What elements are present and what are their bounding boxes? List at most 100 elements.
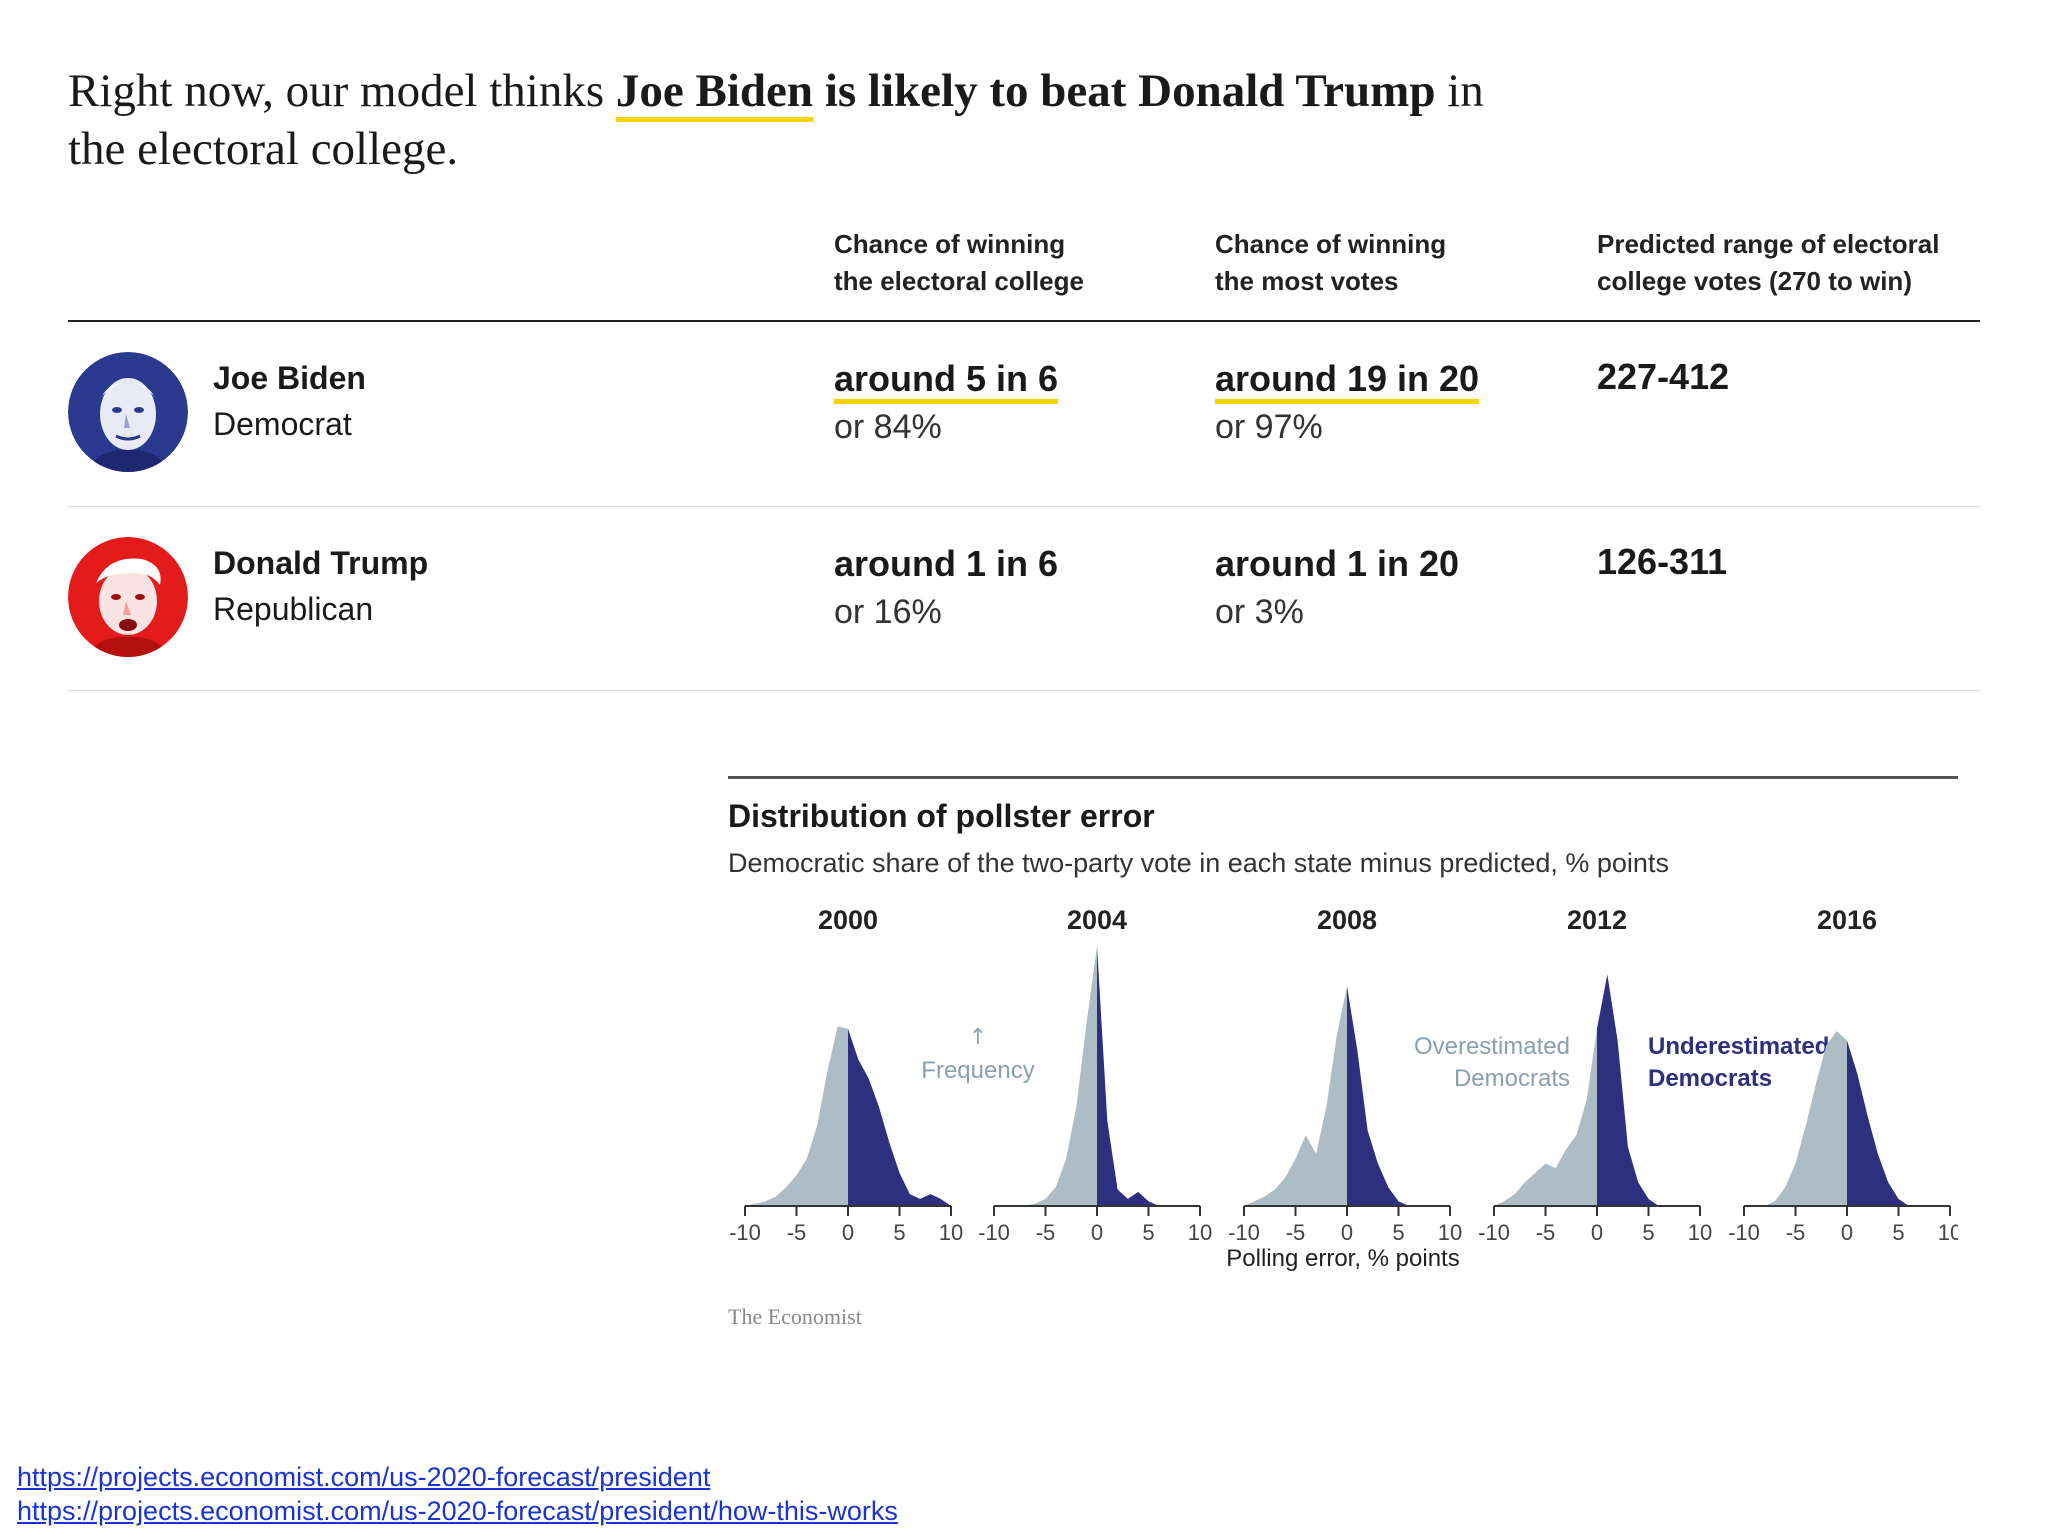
candidate-party: Democrat xyxy=(213,406,352,442)
year-panel: 2000 -10 -5 0 5 10 xyxy=(729,906,963,1245)
x-tick-label: -5 xyxy=(1036,1220,1056,1245)
legend-overestimated-line1: Overestimated xyxy=(1414,1033,1570,1060)
column-header-electoral-college: Chance of winning the electoral college xyxy=(834,226,1084,300)
candidate-name: Joe Biden xyxy=(213,360,366,396)
table-row-biden: Joe Biden Democrat around 5 in 6 or 84% … xyxy=(68,322,1980,502)
table-row-trump: Donald Trump Republican around 1 in 6 or… xyxy=(68,507,1980,687)
column-header-line: the most votes xyxy=(1215,266,1399,296)
x-axis-label: Polling error, % points xyxy=(1226,1245,1459,1272)
overestimated-area xyxy=(745,1026,848,1206)
column-header-line: college votes (270 to win) xyxy=(1597,266,1912,296)
electoral-college-odds: around 1 in 6 xyxy=(834,543,1058,585)
year-label: 2000 xyxy=(818,906,878,935)
candidate-name: Donald Trump xyxy=(213,545,429,581)
popular-vote-odds-text: around 1 in 20 xyxy=(1215,543,1460,584)
popular-vote-odds: around 19 in 20 xyxy=(1215,358,1480,404)
popular-vote-odds-text: around 19 in 20 xyxy=(1215,358,1480,404)
x-tick-label: 10 xyxy=(939,1220,963,1245)
legend-underestimated-line1: Underestimated xyxy=(1648,1033,1829,1060)
electoral-college-odds-text: around 5 in 6 xyxy=(834,358,1059,404)
column-header-electoral-range: Predicted range of electoral college vot… xyxy=(1597,226,1939,300)
chart-top-rule xyxy=(728,776,1958,779)
x-tick-label: 5 xyxy=(1392,1220,1404,1245)
year-panel: 2004 -10 -5 0 5 10 xyxy=(978,906,1212,1245)
column-header-line: Predicted range of electoral xyxy=(1597,229,1940,259)
electoral-college-percent: or 84% xyxy=(834,408,942,446)
source-credit: The Economist xyxy=(728,1304,862,1329)
popular-vote-odds: around 1 in 20 xyxy=(1215,543,1459,585)
headline-text-1: Right now, our model thinks xyxy=(68,65,616,117)
year-label: 2016 xyxy=(1817,906,1877,935)
electoral-vote-range: 126-311 xyxy=(1597,541,1728,582)
x-tick-label: 5 xyxy=(1142,1220,1154,1245)
x-tick-label: 5 xyxy=(1892,1220,1904,1245)
column-header-popular-vote: Chance of winning the most votes xyxy=(1215,226,1446,300)
row-divider xyxy=(68,506,1980,507)
year-label: 2008 xyxy=(1317,906,1377,935)
overestimated-area xyxy=(1494,1028,1597,1206)
chart-subtitle: Democratic share of the two-party vote i… xyxy=(728,848,1669,878)
headline: Right now, our model thinks Joe Biden is… xyxy=(68,62,1508,178)
headline-text-2: is likely to beat Donald Trump xyxy=(813,65,1436,117)
frequency-arrow-icon: ↑ xyxy=(969,1025,987,1050)
underestimated-area xyxy=(848,1028,951,1206)
x-tick-label: 10 xyxy=(1438,1220,1462,1245)
popular-vote-percent: or 97% xyxy=(1215,408,1323,446)
electoral-college-odds: around 5 in 6 xyxy=(834,358,1059,404)
x-tick-label: -5 xyxy=(1786,1220,1806,1245)
electoral-vote-range: 227-412 xyxy=(1597,356,1730,397)
x-tick-label: -5 xyxy=(1536,1220,1556,1245)
x-tick-label: -10 xyxy=(1228,1220,1260,1245)
x-tick-label: -5 xyxy=(1286,1220,1306,1245)
chart-plot-area: ↑ Frequency Overestimated Democrats Unde… xyxy=(729,906,1958,1272)
candidate-party: Republican xyxy=(213,591,374,627)
forecast-link[interactable]: https://projects.economist.com/us-2020-f… xyxy=(17,1462,711,1492)
legend-underestimated-line2: Democrats xyxy=(1648,1065,1772,1092)
column-header-line: Chance of winning xyxy=(1215,229,1447,259)
year-panel: 2012 -10 -5 0 5 10 xyxy=(1478,906,1712,1245)
column-header-line: Chance of winning xyxy=(834,229,1066,259)
frequency-label: Frequency xyxy=(921,1057,1034,1084)
x-tick-label: 10 xyxy=(1938,1220,1958,1245)
underestimated-area xyxy=(1847,1040,1950,1206)
x-tick-label: 10 xyxy=(1188,1220,1212,1245)
electoral-college-percent: or 16% xyxy=(834,593,942,631)
forecast-table: Chance of winning the electoral college … xyxy=(68,220,1980,692)
x-tick-label: -10 xyxy=(1728,1220,1760,1245)
methodology-link[interactable]: https://projects.economist.com/us-2020-f… xyxy=(17,1496,898,1526)
electoral-college-odds-text: around 1 in 6 xyxy=(834,543,1059,584)
popular-vote-percent: or 3% xyxy=(1215,593,1304,631)
x-tick-label: 0 xyxy=(1091,1220,1103,1245)
legend-overestimated-line2: Democrats xyxy=(1454,1065,1570,1092)
underestimated-area xyxy=(1347,986,1450,1206)
year-panel: 2016 -10 -5 0 5 10 xyxy=(1728,906,1958,1245)
biden-avatar xyxy=(68,352,188,472)
x-tick-label: 0 xyxy=(1341,1220,1353,1245)
x-tick-label: 0 xyxy=(1841,1220,1853,1245)
year-panel: 2008 -10 -5 0 5 10 xyxy=(1228,906,1462,1245)
x-tick-label: -10 xyxy=(729,1220,761,1245)
year-label: 2004 xyxy=(1067,906,1127,935)
column-header-line: the electoral college xyxy=(834,266,1084,296)
headline-highlight-biden: Joe Biden xyxy=(615,65,814,122)
x-tick-label: 5 xyxy=(1642,1220,1654,1245)
x-tick-label: 5 xyxy=(893,1220,905,1245)
x-tick-label: 0 xyxy=(1591,1220,1603,1245)
x-tick-label: -10 xyxy=(978,1220,1010,1245)
headline-text-3: in the electoral college. xyxy=(68,65,1484,175)
x-tick-label: -5 xyxy=(787,1220,807,1245)
x-tick-label: 0 xyxy=(842,1220,854,1245)
year-label: 2012 xyxy=(1567,906,1627,935)
underestimated-area xyxy=(1097,946,1200,1206)
chart-title: Distribution of pollster error xyxy=(728,798,1155,834)
x-tick-label: -10 xyxy=(1478,1220,1510,1245)
trump-avatar xyxy=(68,537,188,657)
x-tick-label: 10 xyxy=(1688,1220,1712,1245)
overestimated-area xyxy=(994,946,1097,1206)
underestimated-area xyxy=(1597,974,1700,1206)
table-header-divider xyxy=(68,320,1980,322)
overestimated-area xyxy=(1244,986,1347,1206)
row-divider xyxy=(68,690,1980,691)
overestimated-area xyxy=(1744,1031,1847,1206)
pollster-error-chart: Distribution of pollster error Democrati… xyxy=(728,776,1958,1336)
